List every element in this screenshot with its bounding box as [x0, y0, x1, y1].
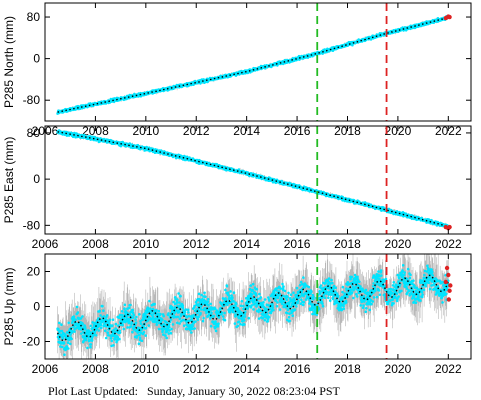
recent-point-3 [446, 297, 452, 302]
y-axis-title: P285 East (mm) [2, 137, 16, 224]
recent-point-2 [447, 288, 452, 293]
x-tick-label: 2008 [82, 362, 109, 376]
model-fit-line [56, 274, 449, 342]
plot-frame [44, 2, 472, 122]
plot-area [56, 129, 452, 231]
x-tick-label: 2016 [284, 237, 311, 251]
recent-point-2 [447, 14, 452, 20]
data-points [56, 263, 450, 356]
x-tick-label: 2014 [233, 362, 260, 376]
x-tick-label: 2006 [32, 237, 59, 251]
x-tick-label: 2008 [82, 237, 109, 251]
model-fit-line [57, 16, 449, 113]
y-axis-title: P285 North (mm) [2, 16, 16, 108]
recent-point-1 [446, 272, 451, 278]
plot-area [56, 14, 452, 115]
x-tick-label: 2022 [435, 362, 462, 376]
x-tick-label: 2018 [334, 237, 361, 251]
x-tick-label: 2018 [334, 362, 361, 376]
east-panel: 2006 2008 2010 2012 2014 2016 2018 2020 2022 -80 0… [2, 125, 472, 251]
recent-point-2 [447, 224, 452, 230]
y-tick-label: -20 [23, 335, 41, 349]
data-points [56, 129, 450, 229]
x-tick-label: 2012 [183, 362, 210, 376]
recent-point-5 [448, 283, 453, 288]
north-panel: 2006 2008 2010 2012 2014 2016 2018 2020 2022-800… [2, 2, 472, 138]
y-tick-label: -80 [23, 218, 41, 232]
data-points [56, 14, 450, 115]
y-tick-label: 0 [33, 172, 40, 186]
data-point-cloud [56, 129, 450, 229]
x-tick-label: 2020 [385, 362, 412, 376]
footer-timestamp: Sunday, January 30, 2022 08:23:04 PST [147, 384, 341, 398]
x-tick-label: 2010 [132, 237, 159, 251]
x-tick-label: 2010 [132, 362, 159, 376]
y-axis-title: P285 Up (mm) [2, 267, 16, 345]
plot-area [56, 254, 453, 359]
up-panel: 2006 2008 2010 2012 2014 2016 2018 2020 2022 -20 0… [2, 253, 472, 376]
x-tick-label: 2014 [233, 237, 260, 251]
x-tick-label: 2006 [32, 362, 59, 376]
x-tick-label: 2020 [385, 237, 412, 251]
plot-frame [44, 125, 472, 235]
y-tick-label: -80 [23, 93, 41, 107]
data-point-cloud [56, 263, 450, 356]
data-point-cloud [56, 14, 450, 115]
y-tick-label: 0 [33, 52, 40, 66]
x-tick-label: 2016 [284, 362, 311, 376]
recent-point-0 [443, 279, 448, 285]
x-tick-label: 2022 [435, 237, 462, 251]
x-tick-label: 2012 [183, 237, 210, 251]
footer-label: Plot Last Updated: [48, 384, 138, 398]
recent-point-4 [444, 265, 450, 271]
y-tick-label: 80 [27, 10, 41, 24]
model-fit-line [57, 131, 449, 228]
y-tick-label: 80 [27, 126, 41, 140]
y-tick-label: 0 [33, 300, 40, 314]
y-tick-label: 20 [27, 265, 41, 279]
